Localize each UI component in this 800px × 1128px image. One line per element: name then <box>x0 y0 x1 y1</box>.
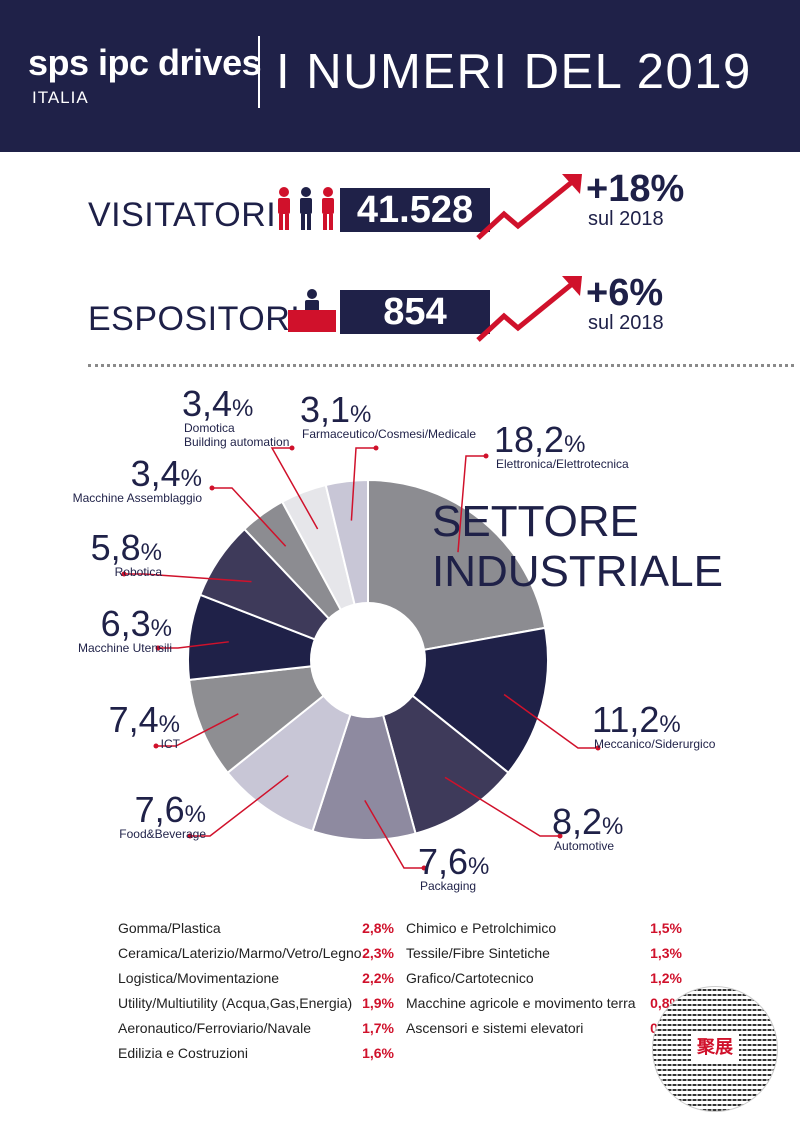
callout-line <box>457 455 486 553</box>
pie-hole <box>310 602 426 718</box>
other-sector-value: 2,2% <box>362 970 394 986</box>
slice-value-label: 18,2% <box>494 419 585 460</box>
other-sector-name: Ascensori e sistemi elevatori <box>406 1020 584 1036</box>
growth-arrow-icon <box>476 174 582 240</box>
slice-name-label: Elettronica/Elettrotecnica <box>496 457 629 471</box>
slice-name-label: Farmaceutico/Cosmesi/Medicale <box>302 427 476 441</box>
booth-icon <box>288 289 336 332</box>
other-sector-value: 1,7% <box>362 1020 394 1036</box>
sector-pie-chart: SETTORE INDUSTRIALE 18,2%Elettronica/Ele… <box>73 383 723 893</box>
callout-dot <box>155 645 161 651</box>
callout-line <box>503 693 598 749</box>
growth-arrow-icon <box>476 276 582 342</box>
other-sector-name: Chimico e Petrolchimico <box>406 920 557 936</box>
other-sector-name: Tessile/Fibre Sintetiche <box>406 945 550 961</box>
people-icon <box>278 187 334 230</box>
other-sector-name: Logistica/Movimentazione <box>118 970 280 986</box>
callout-dot <box>209 485 215 491</box>
visitors-growth: +18% <box>586 168 685 210</box>
other-sector-name: Edilizia e Costruzioni <box>118 1045 248 1061</box>
slice-name-label: ICT <box>161 737 181 751</box>
qr-code: 聚展 <box>652 986 778 1112</box>
visitors-value: 41.528 <box>340 188 490 232</box>
other-sector-value: 2,3% <box>362 945 394 961</box>
other-sector-value: 1,2% <box>650 970 682 986</box>
other-sector-name: Grafico/Cartotecnico <box>406 970 534 986</box>
slice-value-label: 6,3% <box>101 603 172 644</box>
callout-line <box>364 799 424 869</box>
other-sector-value: 2,8% <box>362 920 394 936</box>
other-sector-name: Ceramica/Laterizio/Marmo/Vetro/Legno <box>118 945 362 961</box>
section-divider <box>88 364 794 367</box>
callout-dot <box>373 445 379 451</box>
exhibitors-value: 854 <box>340 290 490 334</box>
slice-name-label: Building automation <box>184 435 289 449</box>
callout-line <box>158 641 229 649</box>
slice-name-label: Food&Beverage <box>119 827 206 841</box>
callout-dot <box>557 833 563 839</box>
exhibitors-growth-caption: sul 2018 <box>588 312 664 334</box>
header-banner: sps ipc drives ITALIA I NUMERI DEL 2019 <box>0 0 800 152</box>
slice-name-label: Macchine Assemblaggio <box>73 491 203 505</box>
other-sector-value: 1,3% <box>650 945 682 961</box>
callout-line <box>212 487 287 547</box>
callout-line <box>444 776 560 837</box>
slice-value-label: 8,2% <box>552 801 623 842</box>
chart-title-line-2: INDUSTRIALE <box>432 547 723 596</box>
slice-value-label: 5,8% <box>91 527 162 568</box>
pie-slice <box>311 656 417 841</box>
other-sector-name: Aeronautico/Ferroviario/Navale <box>118 1020 311 1036</box>
visitors-growth-caption: sul 2018 <box>588 208 664 230</box>
brand-subtitle: ITALIA <box>32 88 89 107</box>
slice-value-label: 11,2% <box>592 699 681 740</box>
header-divider <box>258 36 260 108</box>
other-sector-value: 1,9% <box>362 995 394 1011</box>
slice-value-label: 3,1% <box>300 389 371 430</box>
slice-value-label: 7,6% <box>418 841 489 882</box>
slice-name-label: Automotive <box>554 839 614 853</box>
slice-name-label: Meccanico/Siderurgico <box>594 737 716 751</box>
exhibitors-label: ESPOSITORI <box>88 300 301 338</box>
callout-dot <box>483 453 489 459</box>
callout-dot <box>595 745 601 751</box>
visitors-label: VISITATORI <box>88 196 277 234</box>
callout-line <box>270 447 319 530</box>
callout-dot <box>289 445 295 451</box>
brand-name: sps ipc drives <box>28 42 262 83</box>
callout-line <box>350 447 376 521</box>
other-sector-name: Macchine agricole e movimento terra <box>406 995 636 1011</box>
other-sector-value: 1,6% <box>362 1045 394 1061</box>
exhibitors-growth: +6% <box>586 272 664 314</box>
callout-line <box>124 573 252 583</box>
slice-name-label: Packaging <box>420 879 476 893</box>
other-sector-value: 1,5% <box>650 920 682 936</box>
other-sector-name: Gomma/Plastica <box>118 920 221 936</box>
callout-line <box>190 774 289 837</box>
callout-line <box>156 713 239 747</box>
slice-value-label: 3,4% <box>182 383 253 424</box>
callout-dot <box>421 865 427 871</box>
slice-name-label: Robotica <box>115 565 163 579</box>
callout-dot <box>121 571 127 577</box>
slice-value-label: 7,4% <box>109 699 180 740</box>
callout-dot <box>187 833 193 839</box>
slice-name-label: Macchine Utensili <box>78 641 172 655</box>
slice-name-label: Domotica <box>184 421 235 435</box>
slice-value-label: 3,4% <box>131 453 202 494</box>
other-sector-name: Utility/Multiutility (Acqua,Gas,Energia) <box>118 995 353 1011</box>
page-title: I NUMERI DEL 2019 <box>276 45 752 99</box>
slice-value-label: 7,6% <box>135 789 206 830</box>
pie-slice <box>367 478 547 662</box>
chart-title-line-1: SETTORE <box>432 497 639 546</box>
callout-dot <box>153 743 159 749</box>
qr-logo: 聚展 <box>691 1033 739 1063</box>
